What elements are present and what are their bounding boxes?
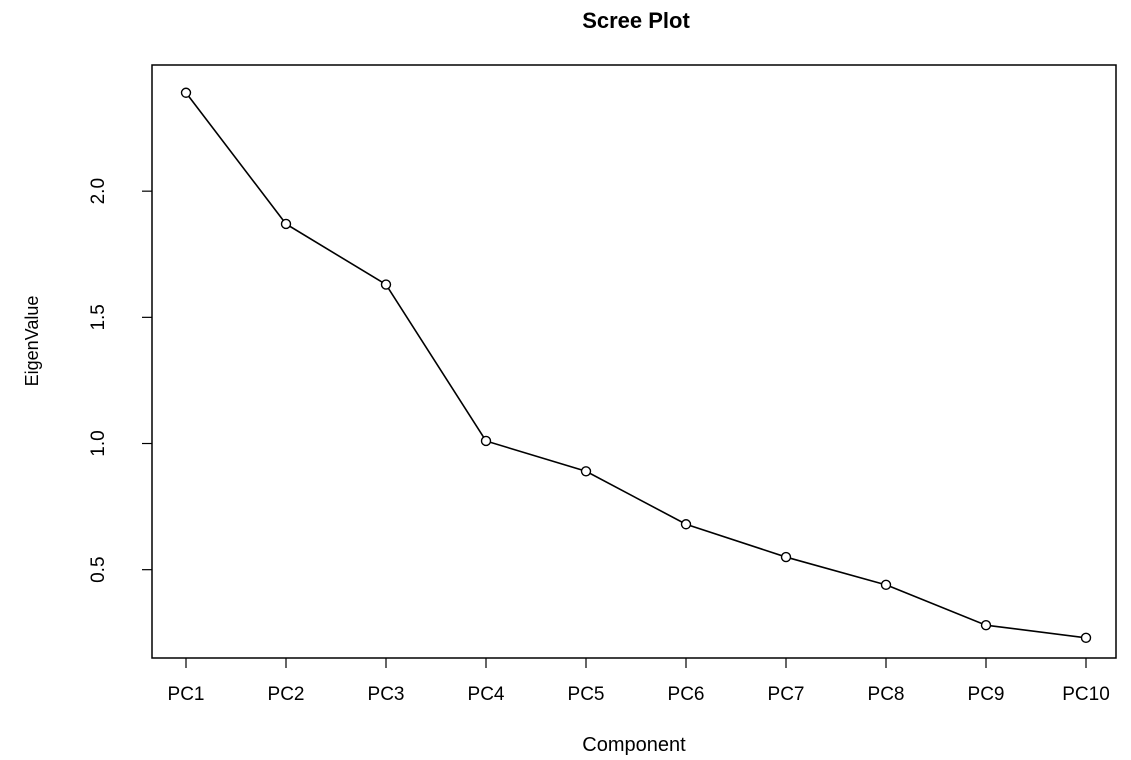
x-axis: PC1 PC2 PC3 PC4 PC5 PC6 PC7 PC8 PC9 PC10 — [168, 658, 1110, 705]
y-tick-label: 1.5 — [88, 304, 109, 330]
chart-title: Scree Plot — [582, 8, 690, 33]
data-point — [780, 551, 792, 563]
y-axis-label: EigenValue — [22, 296, 42, 387]
x-tick-label: PC3 — [368, 684, 405, 705]
x-tick-label: PC9 — [968, 684, 1005, 705]
x-axis-label: Component — [582, 734, 686, 756]
data-point — [380, 279, 392, 290]
series-layer — [180, 87, 1092, 644]
x-tick-label: PC10 — [1062, 684, 1110, 705]
x-tick-label: PC2 — [268, 684, 305, 705]
x-tick-label: PC4 — [468, 684, 505, 705]
y-tick-label: 0.5 — [88, 556, 109, 582]
x-tick-label: PC8 — [868, 684, 905, 705]
data-point — [980, 619, 992, 631]
data-point — [180, 87, 192, 98]
data-point — [680, 519, 692, 530]
y-tick-label: 1.0 — [88, 430, 109, 456]
x-tick-label: PC6 — [668, 684, 705, 705]
series-line — [185, 92, 1087, 639]
data-point — [580, 466, 592, 477]
y-tick-label: 2.0 — [88, 178, 109, 204]
x-tick-label: PC7 — [768, 684, 805, 705]
data-point — [480, 435, 492, 447]
x-tick-label: PC5 — [568, 684, 605, 705]
y-axis: 0.5 1.0 1.5 2.0 — [88, 178, 152, 583]
plot-frame — [151, 64, 1117, 659]
data-point — [280, 218, 292, 230]
x-tick-label: PC1 — [168, 684, 205, 705]
data-point — [1080, 632, 1092, 644]
data-point — [880, 579, 892, 591]
